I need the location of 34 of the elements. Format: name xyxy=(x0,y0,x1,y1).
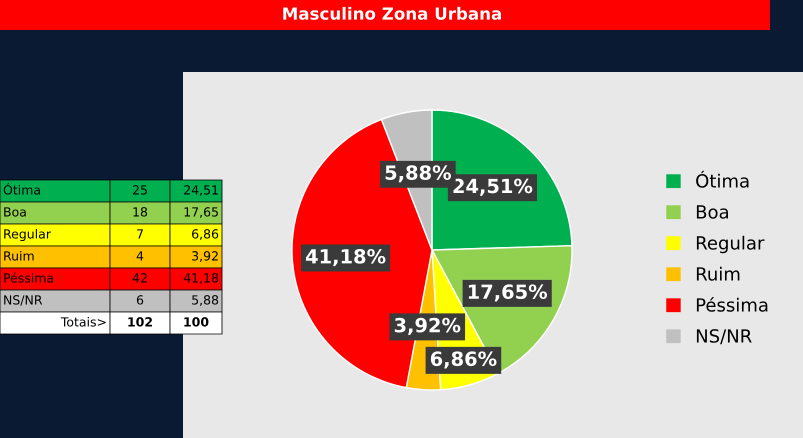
data-label: 41,18% xyxy=(306,248,386,266)
data-label: 3,92% xyxy=(394,318,460,335)
category-label: Ruim xyxy=(4,250,34,261)
text: 25 xyxy=(132,185,147,195)
data-label: 17,65% xyxy=(468,284,548,302)
category-label: NS/NR xyxy=(4,295,42,306)
category-label: Regular xyxy=(4,228,51,242)
text: 18 xyxy=(133,207,148,217)
legend-label: Ruim xyxy=(696,266,740,281)
data-label: 24,51% xyxy=(453,178,532,196)
text: 5,88 xyxy=(192,295,218,306)
legend-label: Péssima xyxy=(696,297,768,312)
text: 6 xyxy=(136,295,144,305)
text: 41,18 xyxy=(184,273,218,284)
legend-label: Regular xyxy=(696,236,764,254)
category-label: Boa xyxy=(4,207,26,217)
text: 7 xyxy=(137,229,143,238)
text: 3,92 xyxy=(192,251,218,262)
text: 102 xyxy=(128,317,152,327)
text: Totais> xyxy=(60,316,106,327)
text: 17,65 xyxy=(184,207,218,218)
legend-label: Ótima xyxy=(696,170,748,188)
data-label: 6,86% xyxy=(430,351,497,369)
legend-label: Boa xyxy=(696,205,728,219)
data-label: 5,88% xyxy=(386,165,451,182)
chart-title: Masculino Zona Urbana xyxy=(283,6,501,20)
category-label: Ótima xyxy=(4,182,40,195)
category-label: Péssima xyxy=(4,272,53,283)
text: 42 xyxy=(132,273,147,282)
text: 24,51 xyxy=(184,185,218,196)
text: 6,86 xyxy=(192,229,218,240)
legend-label: NS/NR xyxy=(696,329,752,344)
text: 4 xyxy=(136,251,144,260)
text: 100 xyxy=(184,317,208,327)
